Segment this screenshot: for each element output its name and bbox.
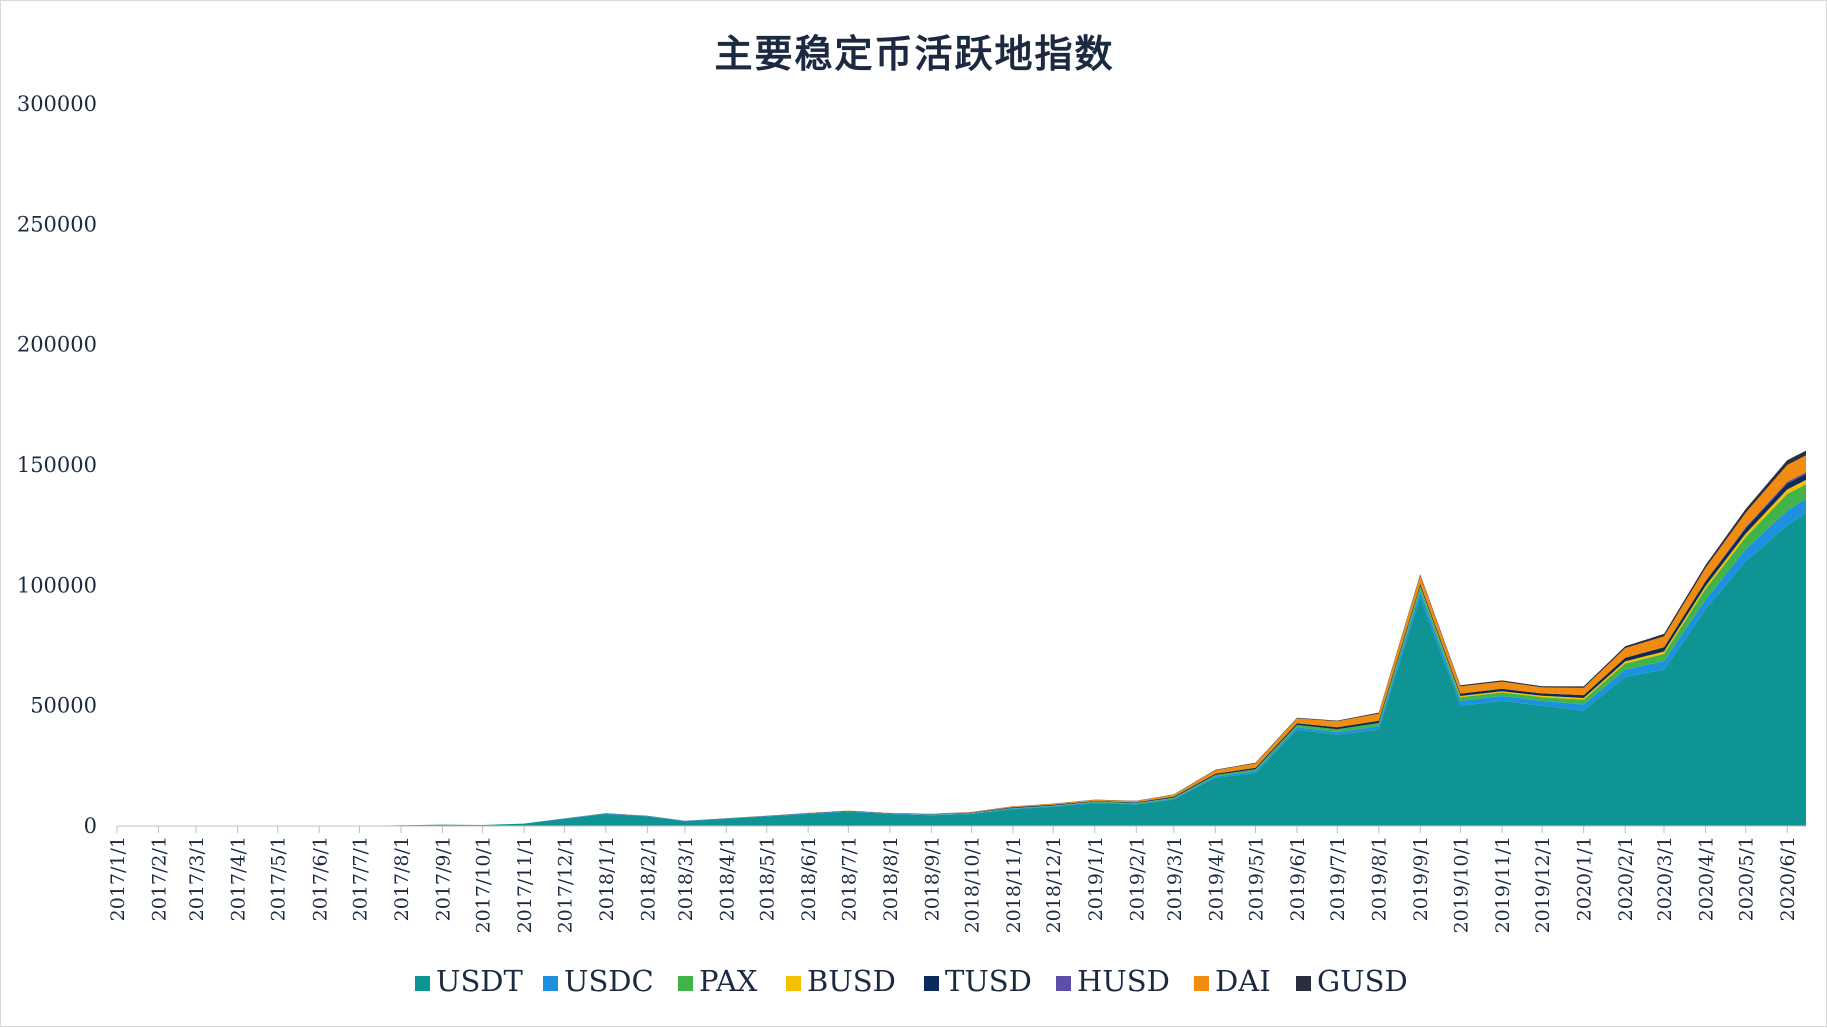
legend-label: GUSD bbox=[1317, 964, 1408, 998]
x-tick-label: 2017/6/1 bbox=[309, 836, 331, 921]
x-tick-label: 2017/9/1 bbox=[432, 836, 454, 921]
x-tick-label: 2018/12/1 bbox=[1043, 836, 1065, 933]
legend-label: PAX bbox=[699, 964, 758, 998]
y-axis-ticks: 0 50000 100000 150000 200000 250000 300000 bbox=[17, 92, 97, 838]
y-tick-label: 150000 bbox=[17, 453, 97, 477]
x-tick-label: 2020/4/1 bbox=[1696, 836, 1718, 921]
legend-swatch bbox=[924, 976, 939, 991]
legend: USDT USDC PAX BUSD TUSD HUSD DAI GUSD bbox=[415, 964, 1408, 998]
x-tick-label: 2019/4/1 bbox=[1205, 836, 1227, 921]
x-tick-label: 2018/2/1 bbox=[637, 836, 659, 921]
x-tick-label: 2019/7/1 bbox=[1327, 836, 1349, 921]
legend-swatch bbox=[1194, 976, 1209, 991]
y-tick-label: 250000 bbox=[17, 212, 97, 236]
legend-item-usdc: USDC bbox=[543, 964, 654, 998]
legend-label: TUSD bbox=[945, 964, 1032, 998]
y-tick-label: 50000 bbox=[30, 694, 97, 718]
x-tick-label: 2017/10/1 bbox=[473, 836, 495, 933]
x-tick-label: 2017/5/1 bbox=[268, 836, 290, 921]
x-tick-label: 2017/7/1 bbox=[349, 836, 371, 921]
legend-swatch bbox=[1296, 976, 1311, 991]
x-tick-label: 2019/6/1 bbox=[1287, 836, 1309, 921]
x-tick-label: 2019/10/1 bbox=[1450, 836, 1472, 933]
x-axis-ticks: 2017/1/1 2017/2/1 2017/3/1 2017/4/1 2017/5/1… bbox=[107, 826, 1799, 933]
x-tick-label: 2017/1/1 bbox=[107, 836, 129, 921]
legend-swatch bbox=[415, 976, 430, 991]
x-tick-label: 2019/11/1 bbox=[1492, 836, 1514, 933]
x-tick-label: 2018/4/1 bbox=[716, 836, 738, 921]
x-tick-label: 2019/12/1 bbox=[1532, 836, 1554, 933]
legend-swatch bbox=[678, 976, 693, 991]
x-tick-label: 2020/6/1 bbox=[1777, 836, 1799, 921]
legend-item-gusd: GUSD bbox=[1296, 964, 1408, 998]
legend-swatch bbox=[1056, 976, 1071, 991]
legend-item-dai: DAI bbox=[1194, 964, 1271, 998]
legend-item-usdt: USDT bbox=[415, 964, 524, 998]
x-tick-label: 2018/7/1 bbox=[838, 836, 860, 921]
x-tick-label: 2020/2/1 bbox=[1615, 836, 1637, 921]
legend-item-tusd: TUSD bbox=[924, 964, 1032, 998]
x-tick-label: 2018/9/1 bbox=[921, 836, 943, 921]
x-tick-label: 2020/5/1 bbox=[1736, 836, 1758, 921]
x-tick-label: 2018/6/1 bbox=[798, 836, 820, 921]
x-tick-label: 2019/9/1 bbox=[1410, 836, 1432, 921]
x-tick-label: 2018/5/1 bbox=[757, 836, 779, 921]
x-tick-label: 2020/1/1 bbox=[1574, 836, 1596, 921]
legend-label: USDC bbox=[564, 964, 654, 998]
y-tick-label: 200000 bbox=[17, 333, 97, 357]
x-tick-label: 2017/12/1 bbox=[554, 836, 576, 933]
legend-item-husd: HUSD bbox=[1056, 964, 1170, 998]
x-tick-label: 2018/1/1 bbox=[596, 836, 618, 921]
x-tick-label: 2019/5/1 bbox=[1246, 836, 1268, 921]
legend-label: BUSD bbox=[807, 964, 896, 998]
legend-label: HUSD bbox=[1077, 964, 1170, 998]
chart-title: 主要稳定币活跃地指数 bbox=[714, 31, 1115, 76]
x-tick-label: 2020/3/1 bbox=[1654, 836, 1676, 921]
x-tick-label: 2019/3/1 bbox=[1164, 836, 1186, 921]
series-areas bbox=[117, 450, 1806, 826]
x-tick-label: 2018/3/1 bbox=[675, 836, 697, 921]
series-area-usdt bbox=[117, 513, 1806, 826]
x-tick-label: 2017/2/1 bbox=[149, 836, 171, 921]
x-tick-label: 2017/3/1 bbox=[186, 836, 208, 921]
x-tick-label: 2018/10/1 bbox=[962, 836, 984, 933]
legend-label: DAI bbox=[1215, 964, 1271, 998]
x-tick-label: 2017/11/1 bbox=[514, 836, 536, 933]
legend-label: USDT bbox=[436, 964, 524, 998]
y-tick-label: 0 bbox=[84, 814, 97, 838]
x-tick-label: 2019/1/1 bbox=[1085, 836, 1107, 921]
x-tick-label: 2019/2/1 bbox=[1126, 836, 1148, 921]
x-tick-label: 2018/8/1 bbox=[880, 836, 902, 921]
x-tick-label: 2017/8/1 bbox=[391, 836, 413, 921]
y-tick-label: 100000 bbox=[17, 573, 97, 597]
legend-item-busd: BUSD bbox=[786, 964, 896, 998]
legend-swatch bbox=[543, 976, 558, 991]
legend-swatch bbox=[786, 976, 801, 991]
x-tick-label: 2018/11/1 bbox=[1003, 836, 1025, 933]
legend-item-pax: PAX bbox=[678, 964, 758, 998]
y-tick-label: 300000 bbox=[17, 92, 97, 116]
x-tick-label: 2019/8/1 bbox=[1369, 836, 1391, 921]
x-tick-label: 2017/4/1 bbox=[228, 836, 250, 921]
